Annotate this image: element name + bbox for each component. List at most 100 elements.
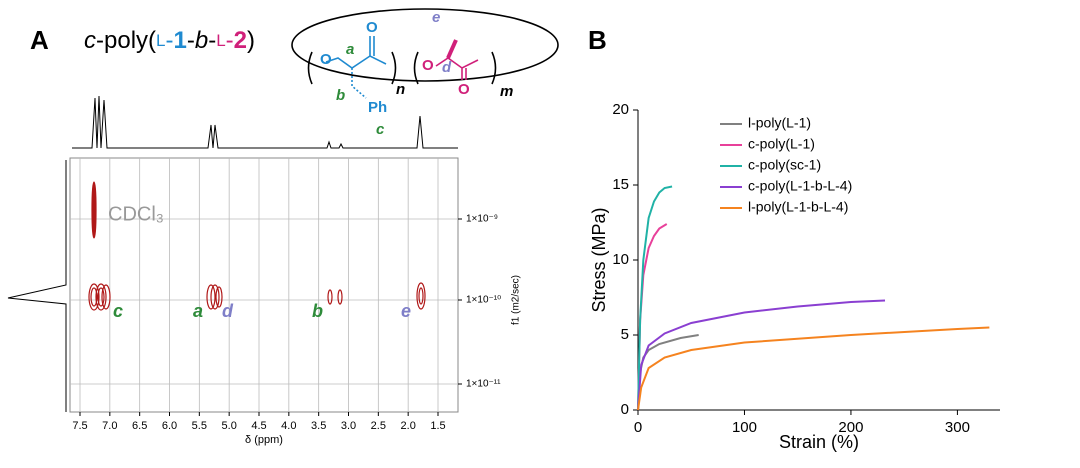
atom: O	[320, 51, 332, 68]
x-tick-label: 2.5	[371, 420, 386, 432]
y-tick-label: 0	[621, 401, 629, 418]
title-part: )	[247, 27, 255, 54]
label: m	[500, 83, 513, 100]
atom: Ph	[368, 99, 387, 116]
solvent-label: CDCl₃	[108, 203, 164, 225]
paren	[391, 51, 397, 85]
x-axis-label: δ (ppm)	[245, 434, 283, 446]
contour	[416, 282, 426, 310]
atom: O	[366, 19, 378, 36]
y-axis-label: f1 (m2/sec)	[511, 275, 522, 325]
axes	[637, 110, 1000, 411]
peak-label: b	[312, 301, 323, 321]
label: n	[396, 81, 405, 98]
x-tick-label: 6.5	[132, 420, 147, 432]
contours	[88, 181, 426, 311]
legend-label: l-poly(L-1)	[748, 115, 811, 131]
legend-label: c-poly(sc-1)	[748, 157, 821, 173]
panel-label: A	[30, 25, 49, 55]
line	[637, 299, 886, 411]
plot-frame	[69, 157, 459, 413]
atom: O	[458, 81, 470, 98]
title-part: 2	[234, 27, 247, 54]
label: b	[336, 87, 345, 104]
title-part: -	[208, 27, 216, 54]
contour	[206, 284, 216, 310]
paren	[413, 51, 419, 85]
y-tick-label: 5	[621, 326, 629, 343]
y-tick-label: 15	[612, 176, 629, 193]
x-tick-label: 3.5	[311, 420, 326, 432]
x-tick-label: 2.0	[401, 420, 416, 432]
x-axis-label: Strain (%)	[779, 432, 859, 452]
peak-label: e	[401, 301, 411, 321]
label: a	[346, 41, 354, 58]
label: e	[432, 9, 440, 26]
bond	[435, 57, 479, 80]
contour	[418, 287, 424, 305]
x-tick-label: 4.5	[251, 420, 266, 432]
peak-label: c	[113, 301, 123, 321]
proton-spectrum	[72, 95, 458, 149]
contour	[88, 283, 100, 311]
x-tick-label: 200	[838, 419, 863, 436]
contour	[91, 181, 97, 239]
line	[637, 326, 990, 411]
line	[637, 185, 673, 411]
panel-label: B	[588, 25, 607, 55]
label: c	[376, 121, 385, 138]
x-tick-label: 7.0	[102, 420, 117, 432]
x-tick-label: 100	[732, 419, 757, 436]
title-part: -	[226, 27, 234, 54]
legend-label: c-poly(L-1-b-L-4)	[748, 178, 852, 194]
y-tick-label: 20	[612, 101, 629, 118]
y-axis-label: Stress (MPa)	[589, 207, 609, 312]
title-part: L	[216, 31, 225, 50]
x-tick-label: 3.0	[341, 420, 356, 432]
title-part: L	[156, 31, 165, 50]
x-tick-label: 300	[945, 419, 970, 436]
y-tick-label: 1×10⁻⁹	[466, 214, 498, 225]
peak-label: d	[222, 301, 234, 321]
panel-title: c-poly(L-1-b-L-2)	[84, 27, 255, 54]
contour	[101, 284, 111, 310]
title-part: -	[165, 27, 173, 54]
x-tick-label: 0	[634, 419, 642, 436]
diffusion-projection	[7, 160, 67, 412]
contour	[215, 286, 223, 308]
bond	[446, 39, 458, 59]
y-tick-label: 1×10⁻¹¹	[466, 379, 501, 390]
bond	[369, 36, 375, 56]
label: d	[442, 59, 452, 76]
title-part: 1	[173, 27, 186, 54]
legend-label: c-poly(L-1)	[748, 136, 815, 152]
title-part: c	[84, 27, 96, 54]
title-part: -poly(	[96, 27, 156, 54]
peak-label: a	[193, 301, 203, 321]
contour	[95, 283, 107, 311]
x-tick-label: 6.0	[162, 420, 177, 432]
x-tick-label: 5.5	[192, 420, 207, 432]
legend-label: l-poly(L-1-b-L-4)	[748, 199, 848, 215]
contour	[97, 287, 105, 307]
x-tick-label: 7.5	[72, 420, 87, 432]
contour	[90, 287, 98, 307]
atom: O	[422, 57, 434, 74]
contour	[210, 284, 220, 310]
paren	[307, 51, 313, 85]
contour	[337, 289, 343, 305]
x-tick-label: 5.0	[222, 420, 237, 432]
contour	[327, 289, 333, 305]
y-tick-label: 1×10⁻¹⁰	[466, 295, 501, 306]
structure	[291, 8, 559, 99]
title-part: -	[187, 27, 195, 54]
y-tick-label: 10	[612, 251, 629, 268]
x-tick-label: 1.5	[430, 420, 445, 432]
x-tick-label: 4.0	[281, 420, 296, 432]
bond	[325, 55, 387, 69]
title-part: b	[195, 27, 208, 54]
bond	[351, 68, 367, 99]
cycle-ring	[291, 8, 559, 82]
paren	[491, 51, 497, 85]
